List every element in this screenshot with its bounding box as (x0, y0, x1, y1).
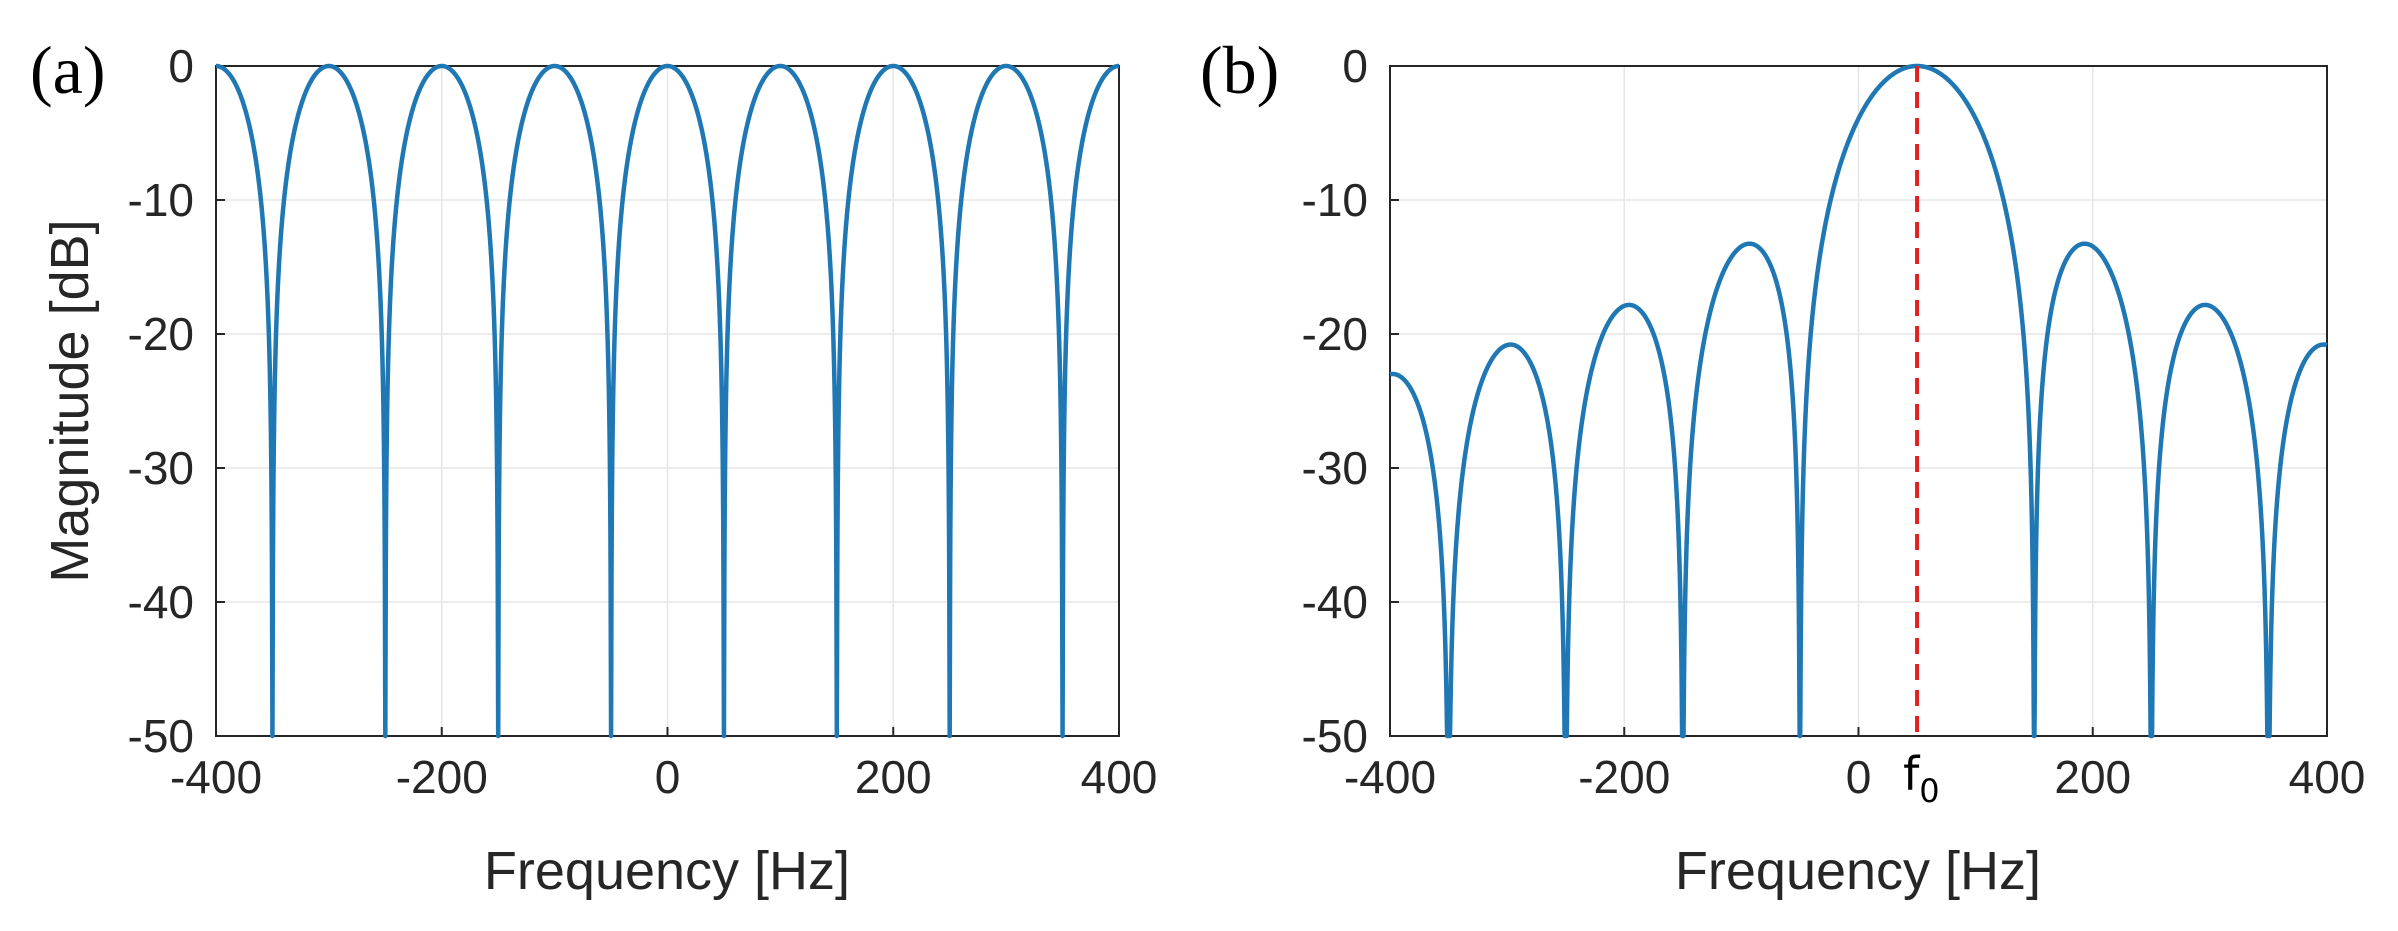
panel-a-xlabel: Frequency [Hz] (484, 841, 850, 901)
panel-a-xtick-label: 200 (855, 751, 932, 803)
panel-b-grid (1390, 66, 2327, 736)
panel-b-xtick-label: 400 (2289, 751, 2366, 803)
panel-a-xtick-label: -200 (396, 751, 488, 803)
panel-b-xlabel: Frequency [Hz] (1675, 841, 2041, 901)
f0-marker-label: f0 (1903, 747, 1940, 810)
panel-b-xtick-label: -200 (1578, 751, 1670, 803)
panel-b-xtick-label: -400 (1344, 751, 1436, 803)
panel-a-series-line (213, 63, 1122, 739)
panel-b-ytick-label: -50 (1302, 710, 1368, 762)
panel-a-ytick-label: 0 (168, 40, 194, 92)
panel-b-ytick-label: -10 (1302, 174, 1368, 226)
panel-a-label: (a) (30, 32, 105, 108)
panel-b-ytick-label: -30 (1302, 442, 1368, 494)
panel-b-label: (b) (1200, 32, 1279, 108)
panel-b-ytick-label: -40 (1302, 576, 1368, 628)
panel-b-series-line (1387, 63, 2330, 739)
panel-b-xtick-label: 200 (2054, 751, 2131, 803)
panel-a-ytick-label: -10 (128, 174, 194, 226)
panel-b-ytick-label: -20 (1302, 308, 1368, 360)
panel-a-grid (216, 66, 1119, 736)
panel-a-ytick-label: -50 (128, 710, 194, 762)
panel-a-ticks: -400 -200 0 200 400 0 -10 -20 -30 -40 -50 (128, 40, 1158, 803)
panel-a-ytick-label: -20 (128, 308, 194, 360)
panel-a-ylabel: Magnitude [dB] (40, 219, 100, 582)
panel-a-xtick-label: 400 (1081, 751, 1158, 803)
panel-a-ytick-label: -40 (128, 576, 194, 628)
panel-a-xtick-label: 0 (655, 751, 681, 803)
f0-marker-label-sub: 0 (1919, 772, 1939, 810)
panel-b-xtick-label: 0 (1846, 751, 1872, 803)
panel-a-ytick-label: -30 (128, 442, 194, 494)
panel-b-ticks: -400 -200 0 200 400 0 -10 -20 -30 -40 -50 (1302, 40, 2366, 803)
panel-a-chart: (a) -400 -200 0 200 400 0 -10 -20 -30 -40 -50 Freq… (30, 32, 1157, 901)
panel-b-ytick-label: 0 (1342, 40, 1368, 92)
f0-marker-label-main: f (1903, 747, 1921, 801)
panel-a-xtick-label: -400 (170, 751, 262, 803)
